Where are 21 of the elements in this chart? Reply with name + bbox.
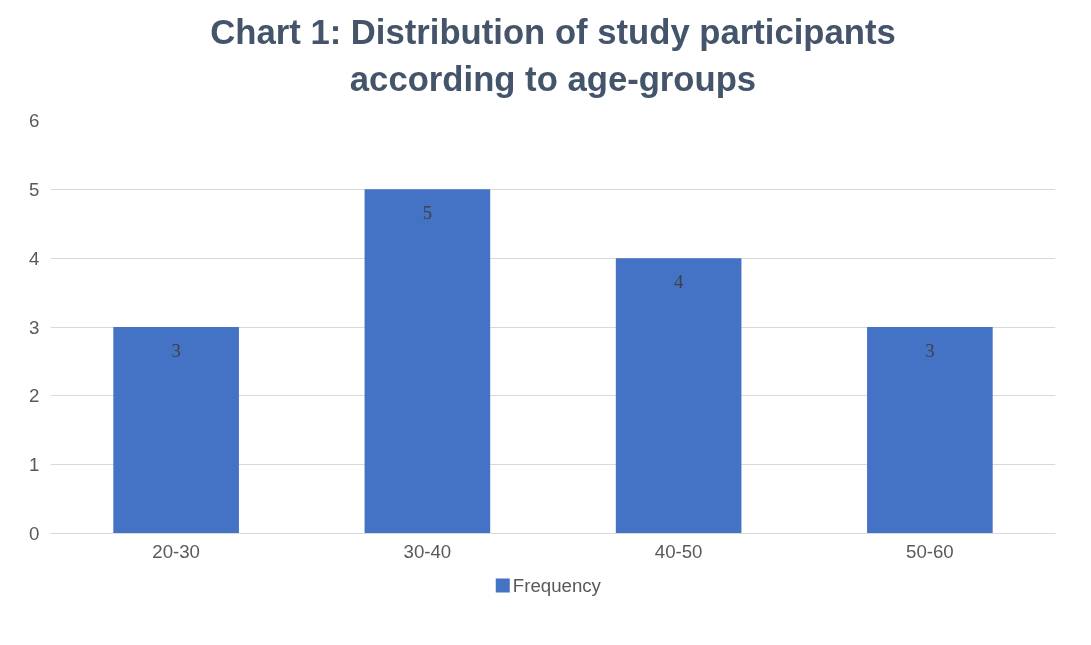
- x-tick-label: 20-30: [152, 540, 200, 562]
- bar: [113, 327, 239, 534]
- legend-label: Frequency: [512, 575, 602, 596]
- data-label: 3: [925, 340, 935, 361]
- data-label: 5: [422, 202, 433, 224]
- data-label: 3: [171, 340, 181, 361]
- y-tick-label: 3: [29, 316, 40, 338]
- y-tick-label: 1: [29, 454, 40, 476]
- y-tick-label: 5: [29, 178, 40, 200]
- bar: [364, 189, 491, 534]
- x-tick-label: 50-60: [906, 540, 954, 562]
- bar: [615, 258, 742, 534]
- y-tick-label: 4: [29, 247, 40, 269]
- y-tick-label: 6: [29, 110, 40, 131]
- y-tick-label: 2: [29, 385, 40, 407]
- y-tick-label: 0: [29, 523, 40, 544]
- chart-title: Chart 1: Distribution of study participants according to age-groups: [210, 12, 896, 99]
- bar: [867, 327, 993, 534]
- x-tick-label: 30-40: [403, 540, 452, 562]
- data-label: 4: [673, 271, 684, 293]
- x-tick-label: 40-50: [654, 540, 703, 562]
